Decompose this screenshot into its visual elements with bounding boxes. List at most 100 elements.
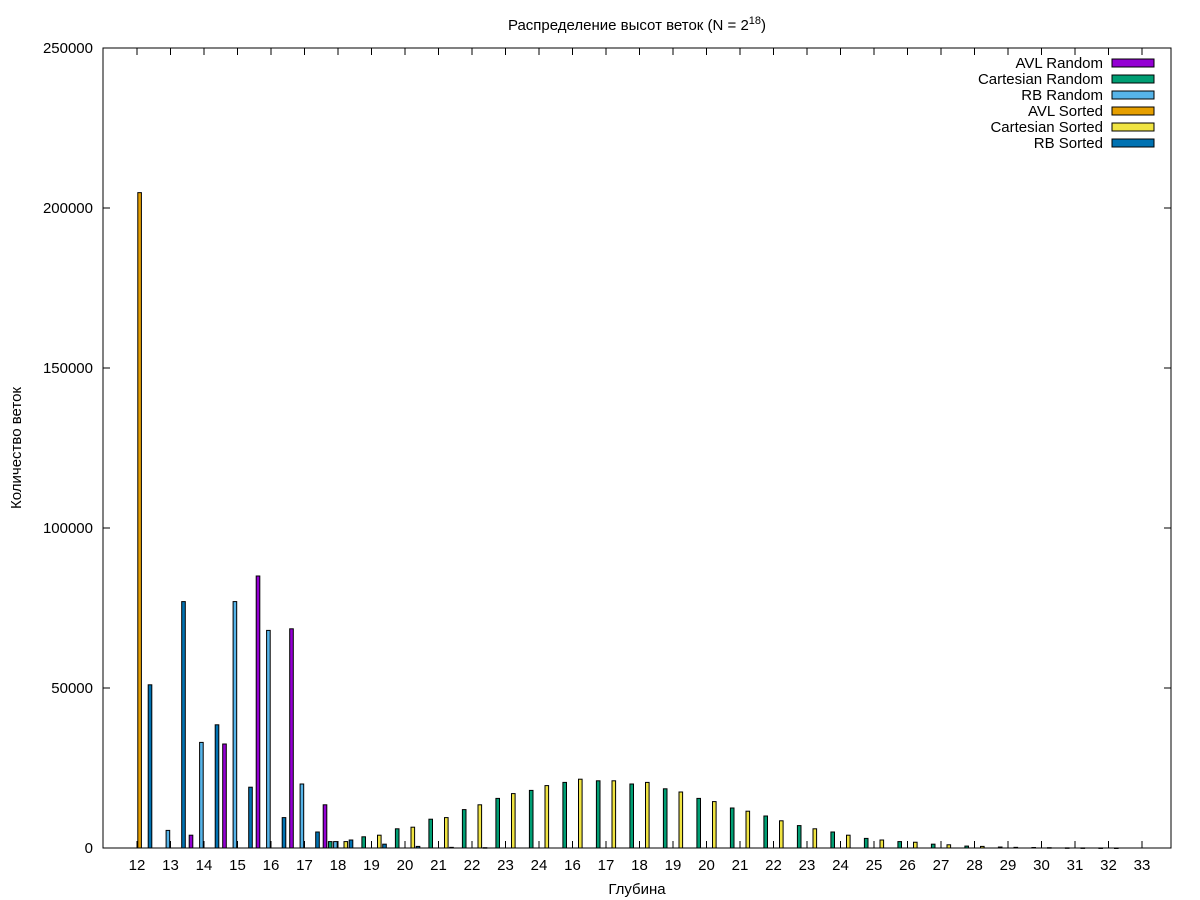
bar-cartesian-sorted (645, 781, 650, 849)
bar-avl-sorted (137, 192, 142, 849)
x-tick-label: 23 (799, 857, 816, 874)
legend-label: AVL Random (1015, 55, 1103, 72)
bar-cartesian-random (897, 841, 903, 849)
bar-avl-random (222, 743, 227, 849)
bar-cartesian-random (327, 841, 333, 849)
bar-avl-random (188, 834, 194, 849)
bar-cartesian-random (595, 780, 601, 849)
plot-frame (102, 47, 1172, 849)
bar-rb-sorted (281, 817, 287, 849)
chart-title-exponent: 18 (749, 15, 761, 27)
x-tick-label: 13 (162, 857, 179, 874)
bar-rb-random (333, 841, 338, 849)
legend-swatch (1111, 90, 1155, 100)
legend-swatch (1111, 106, 1155, 116)
bar-cartesian-sorted (377, 834, 382, 849)
x-tick-label: 24 (531, 857, 548, 874)
bar-cartesian-sorted (343, 841, 349, 849)
x-tick-label: 23 (497, 857, 514, 874)
y-tick-label: 0 (85, 840, 93, 857)
bar-avl-random (255, 575, 261, 849)
bar-rb-sorted (415, 845, 421, 849)
bar-cartesian-random (1098, 847, 1104, 849)
legend-label: RB Sorted (1034, 135, 1103, 152)
bar-cartesian-sorted (846, 834, 851, 849)
legend-label: RB Random (1021, 87, 1103, 104)
y-tick-label: 250000 (43, 40, 93, 57)
x-tick-label: 26 (899, 857, 916, 874)
x-axis-title: Глубина (608, 881, 666, 898)
x-tick-label: 33 (1134, 857, 1151, 874)
x-tick-label: 16 (564, 857, 581, 874)
bar-avl-random (322, 804, 328, 849)
bar-cartesian-sorted (712, 801, 717, 849)
x-tick-label: 32 (1100, 857, 1117, 874)
x-axis: 12 13 14 15 16 17 18 19 20 21 22 23 24 16 17 18 19 20 21 22… (129, 48, 1151, 874)
bar-cartesian-random (662, 788, 668, 849)
x-tick-label: 24 (832, 857, 849, 874)
bars (137, 192, 1119, 849)
x-tick-label: 31 (1067, 857, 1084, 874)
x-tick-label: 12 (129, 857, 146, 874)
bar-cartesian-random (997, 846, 1003, 849)
bar-cartesian-sorted (779, 820, 784, 849)
legend-swatch (1111, 74, 1155, 84)
legend-label: Cartesian Random (978, 71, 1103, 88)
bar-cartesian-random (562, 781, 568, 849)
bar-cartesian-sorted (980, 845, 985, 849)
bar-cartesian-random (729, 807, 735, 849)
bar-rb-sorted (181, 601, 186, 849)
bar-cartesian-sorted (1013, 846, 1019, 849)
bar-cartesian-sorted (410, 826, 416, 849)
bar-cartesian-sorted (745, 810, 751, 849)
bar-cartesian-random (964, 845, 970, 849)
bar-cartesian-sorted (1047, 847, 1052, 849)
bar-rb-sorted (315, 831, 320, 849)
y-axis: 0 50000 100000 150000 200000 250000 (43, 40, 1171, 857)
bar-cartesian-random (1031, 847, 1037, 849)
y-tick-label: 50000 (51, 680, 93, 697)
x-tick-label: 19 (665, 857, 682, 874)
bar-cartesian-sorted (879, 839, 885, 849)
x-tick-label: 19 (363, 857, 380, 874)
bar-cartesian-sorted (611, 780, 617, 849)
bar-rb-sorted (449, 846, 454, 849)
bar-rb-sorted (482, 847, 488, 849)
bar-cartesian-sorted (544, 785, 550, 849)
bar-rb-sorted (214, 724, 220, 849)
bar-cartesian-random (830, 831, 836, 849)
x-tick-label: 29 (1000, 857, 1017, 874)
chart-title-main: Распределение высот веток (N = 2 (508, 17, 749, 34)
bar-rb-random (232, 601, 238, 849)
x-tick-label: 27 (933, 857, 950, 874)
y-tick-label: 200000 (43, 200, 93, 217)
legend-swatch (1111, 58, 1155, 68)
x-tick-label: 18 (631, 857, 648, 874)
chart-title-close: ) (761, 17, 766, 34)
x-tick-label: 20 (698, 857, 715, 874)
x-tick-label: 30 (1033, 857, 1050, 874)
bar-rb-random (199, 741, 204, 849)
chart-title: Распределение высот веток (N = 218) (508, 15, 766, 34)
bar-cartesian-sorted (946, 844, 952, 849)
bar-rb-random (266, 629, 271, 849)
y-tick-label: 150000 (43, 360, 93, 377)
bar-cartesian-sorted (678, 791, 684, 849)
x-tick-label: 21 (732, 857, 749, 874)
bar-cartesian-sorted (812, 828, 818, 849)
x-tick-label: 18 (330, 857, 347, 874)
x-tick-label: 22 (464, 857, 481, 874)
bar-cartesian-sorted (578, 778, 583, 849)
bar-cartesian-sorted (477, 804, 483, 849)
bar-cartesian-random (361, 836, 366, 849)
bar-cartesian-random (930, 843, 936, 849)
legend-label: AVL Sorted (1028, 103, 1103, 120)
bar-rb-random (299, 783, 305, 849)
bar-rb-sorted (382, 843, 387, 849)
legend-swatch (1111, 122, 1155, 132)
x-tick-label: 25 (866, 857, 883, 874)
bar-cartesian-random (428, 818, 433, 849)
x-tick-label: 15 (229, 857, 246, 874)
